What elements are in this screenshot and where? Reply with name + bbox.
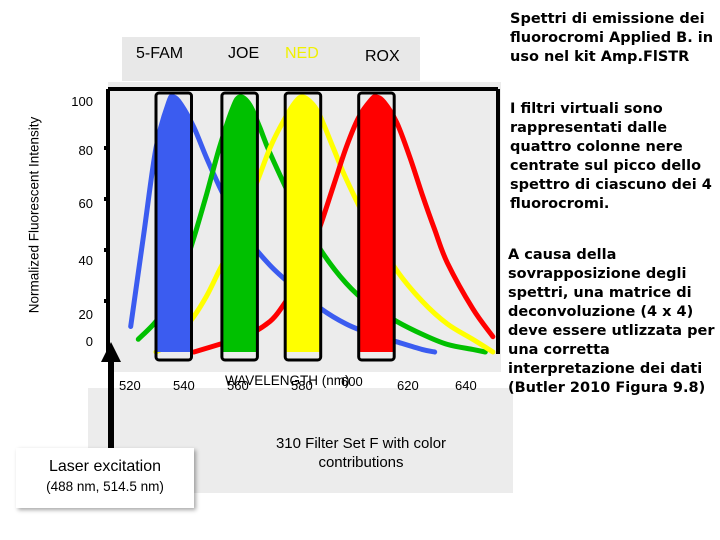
- x-tick-label: 540: [173, 378, 195, 393]
- dye-label-ned: NED: [285, 45, 319, 62]
- laser-excitation-box: Laser excitation (488 nm, 514.5 nm): [16, 448, 194, 508]
- filter-fill-rox: [358, 97, 395, 352]
- y-tick-mark: [104, 146, 110, 150]
- y-axis-label: Normalized Fluorescent Intensity: [26, 116, 42, 314]
- dye-label-rox: ROX: [365, 48, 400, 65]
- side-text-top: Spettri di emissione dei fluorocromi App…: [510, 11, 714, 65]
- laser-excitation-title: Laser excitation: [48, 458, 162, 475]
- filter-windows: [154, 91, 396, 362]
- x-tick-label: 520: [119, 378, 141, 393]
- side-text-middle: I filtri virtuali sono rappresentati dal…: [510, 101, 712, 212]
- y-tick-label: 100: [71, 94, 93, 109]
- filter-window-joe: [220, 91, 259, 362]
- laser-arrow-head: [101, 342, 121, 362]
- y-tick-label: 20: [78, 307, 93, 322]
- x-tick-label: 640: [455, 378, 477, 393]
- dye-label-fam: 5-FAM: [136, 45, 184, 62]
- laser-excitation-detail: (488 nm, 514.5 nm): [46, 479, 164, 494]
- filter-fill-joe: [221, 97, 258, 352]
- filter-set-label: 310 Filter Set F with color contribution…: [275, 435, 447, 471]
- filter-fill-ned: [285, 97, 321, 352]
- y-tick-label: 0: [85, 334, 93, 349]
- y-tick-mark: [104, 299, 110, 303]
- y-tick-label: 60: [78, 196, 93, 211]
- y-tick-label: 80: [78, 143, 93, 158]
- dye-label-joe: JOE: [228, 45, 260, 62]
- filter-window-ned: [283, 91, 323, 362]
- y-tick-mark: [104, 197, 110, 201]
- filter-fill-fam: [156, 97, 192, 352]
- x-axis-label: WAVELENGTH (nm): [225, 373, 350, 388]
- y-tick-label: 40: [78, 253, 93, 268]
- side-text-bottom: A causa della sovrapposizione degli spet…: [508, 247, 715, 396]
- x-tick-label: 620: [397, 378, 419, 393]
- x-tick-label: 560: [227, 378, 249, 393]
- y-tick-mark: [104, 248, 110, 252]
- filter-window-rox: [357, 91, 396, 362]
- filter-window-fam: [154, 91, 193, 362]
- x-tick-label: 580: [291, 378, 313, 393]
- chart-axes: [104, 87, 500, 354]
- dye-label-band: [122, 37, 420, 81]
- x-tick-label: 600: [341, 374, 363, 389]
